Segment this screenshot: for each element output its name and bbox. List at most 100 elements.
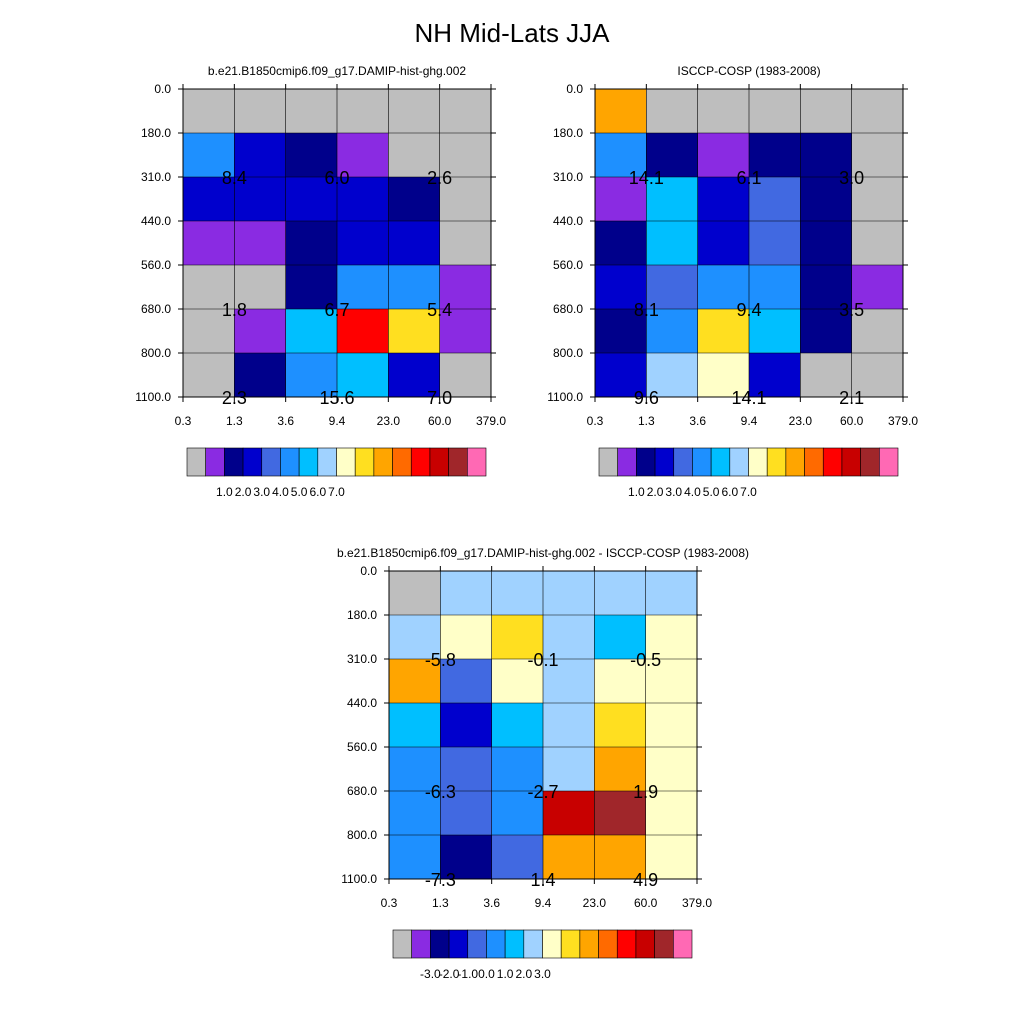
heatmap-cell — [183, 265, 235, 310]
heatmap-cell — [800, 309, 853, 354]
x-tick-label: 9.4 — [329, 414, 346, 428]
data-label: 7.0 — [427, 388, 452, 408]
heatmap-cell — [595, 353, 647, 398]
heatmap-cell — [389, 615, 441, 660]
heatmap-cell — [594, 747, 647, 792]
heatmap-cell — [234, 221, 287, 266]
x-tick-label: 9.4 — [535, 896, 552, 910]
heatmap-cell — [389, 791, 441, 836]
colorbar-swatch — [579, 929, 599, 959]
y-tick-label: 440.0 — [347, 696, 377, 710]
x-tick-label: 3.6 — [483, 896, 500, 910]
y-tick-label: 0.0 — [360, 564, 377, 578]
heatmap-cell — [543, 835, 595, 880]
colorbar-swatch — [504, 929, 525, 959]
heatmap-cell — [697, 309, 750, 354]
colorbar-swatch — [879, 447, 899, 477]
colorbar-swatch — [486, 929, 506, 959]
heatmap-cell — [389, 835, 441, 880]
colorbar-swatch — [186, 447, 206, 477]
heatmap-cell — [234, 177, 287, 222]
heatmap-cell — [183, 353, 235, 398]
heatmap-cell — [594, 659, 647, 704]
y-tick-label: 560.0 — [553, 258, 583, 272]
heatmap-cell — [285, 265, 338, 310]
colorbar-swatch — [617, 447, 637, 477]
heatmap-cell — [183, 133, 235, 178]
colorbar-swatch — [317, 447, 337, 477]
heatmap-panel-2: 0.0 180.0 310.0 440.0 560.0 680.0 800.0 1100.0 0… — [547, 64, 918, 499]
heatmap-cell — [388, 177, 441, 222]
colorbar-swatch — [748, 447, 768, 477]
y-tick-label: 440.0 — [141, 214, 171, 228]
x-tick-label: 3.6 — [277, 414, 294, 428]
colorbar-label: -3.0 — [420, 967, 441, 981]
y-tick-label: 310.0 — [553, 170, 583, 184]
x-tick-label: 60.0 — [634, 896, 658, 910]
colorbar-swatch — [523, 929, 543, 959]
y-tick-label: 800.0 — [141, 346, 171, 360]
colorbar-swatch — [673, 447, 693, 477]
colorbar-swatch — [804, 447, 824, 477]
colorbar-swatch — [280, 447, 300, 477]
y-tick-label: 680.0 — [553, 302, 583, 316]
data-label: 14.1 — [629, 168, 664, 188]
heatmap-cell — [851, 177, 904, 222]
colorbar: 1.0 2.0 3.0 4.0 5.0 6.0 7.0 — [598, 447, 899, 499]
colorbar-swatch — [336, 447, 356, 477]
heatmap-cell — [595, 89, 647, 134]
heatmap-cell — [594, 571, 647, 616]
colorbar-swatch — [729, 447, 749, 477]
heatmap-cell — [749, 89, 801, 134]
heatmap-cell — [594, 791, 647, 836]
heatmap-cell — [439, 265, 492, 310]
heatmap-cell — [388, 221, 441, 266]
data-label: 8.4 — [222, 168, 247, 188]
colorbar-swatch — [410, 447, 431, 477]
colorbar-swatch — [635, 929, 655, 959]
heatmap-cell — [183, 177, 235, 222]
colorbar-label: 4.0 — [272, 485, 289, 499]
panel-title: b.e21.B1850cmip6.f09_g17.DAMIP-hist-ghg.… — [208, 64, 466, 78]
data-label: -0.1 — [527, 650, 558, 670]
colorbar: 1.0 2.0 3.0 4.0 5.0 6.0 7.0 — [186, 447, 487, 499]
heatmap-cell — [645, 703, 698, 748]
heatmap-cell — [800, 265, 853, 310]
data-label: 4.9 — [633, 870, 658, 890]
heatmap-cell — [749, 309, 801, 354]
colorbar-swatch — [298, 447, 319, 477]
colorbar-swatch — [654, 447, 675, 477]
colorbar-label: -1.0 — [457, 967, 478, 981]
x-tick-label: 23.0 — [377, 414, 401, 428]
colorbar-swatch — [654, 929, 674, 959]
heatmap-cell — [851, 265, 904, 310]
colorbar-swatch — [841, 447, 861, 477]
heatmap-cell — [749, 133, 801, 178]
colorbar-swatch — [636, 447, 656, 477]
y-tick-label: 800.0 — [347, 828, 377, 842]
x-tick-label: 379.0 — [476, 414, 506, 428]
colorbar-swatch — [392, 929, 412, 959]
colorbar-swatch — [448, 929, 469, 959]
data-label: 1.9 — [633, 782, 658, 802]
heatmap-cell — [388, 309, 441, 354]
x-tick-label: 0.3 — [175, 414, 192, 428]
y-tick-label: 180.0 — [141, 126, 171, 140]
heatmap-cell — [439, 177, 492, 222]
data-label: -7.3 — [425, 870, 456, 890]
x-tick-label: 0.3 — [381, 896, 398, 910]
heatmap-cell — [389, 571, 441, 616]
colorbar-label: 3.0 — [534, 967, 551, 981]
heatmap-cell — [337, 265, 389, 310]
data-label: -0.5 — [630, 650, 661, 670]
heatmap-cell — [337, 309, 389, 354]
data-label: 6.1 — [736, 168, 761, 188]
heatmap-cell — [645, 747, 698, 792]
y-tick-label: 310.0 — [347, 652, 377, 666]
heatmap-cell — [543, 703, 595, 748]
y-tick-label: 0.0 — [154, 82, 171, 96]
x-tick-label: 9.4 — [741, 414, 758, 428]
colorbar-swatch — [616, 929, 637, 959]
colorbar-label: 5.0 — [703, 485, 720, 499]
heatmap-cell — [389, 659, 441, 704]
